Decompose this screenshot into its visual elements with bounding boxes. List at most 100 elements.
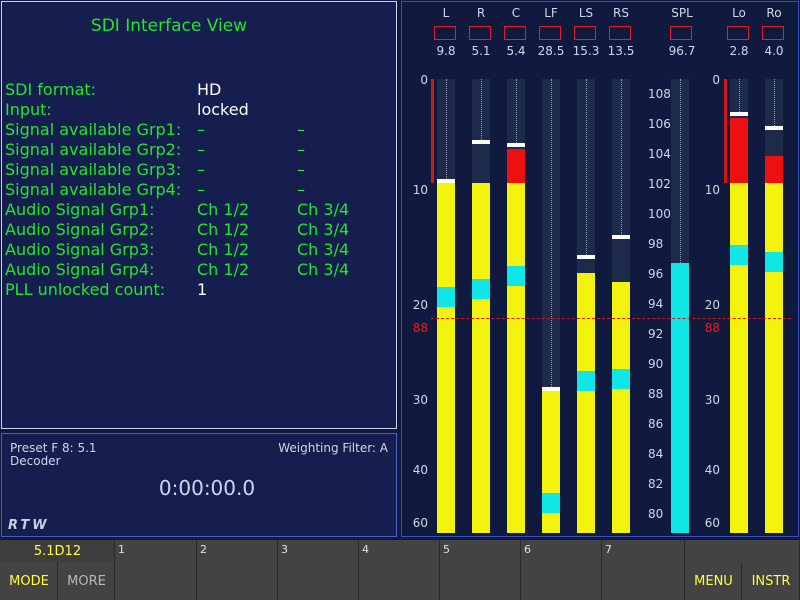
softkey-7-label: 7 [605, 543, 612, 556]
timer-display: 0:00:00.0 [158, 476, 256, 500]
instr-button[interactable]: INSTR [742, 562, 800, 600]
peak-hold-marker [765, 126, 783, 130]
softkey-5[interactable]: 5 [440, 540, 521, 600]
meter-tick-dots [774, 79, 775, 126]
spl-scale-label: 82 [648, 477, 664, 491]
meter-bar-segment [437, 183, 455, 287]
softkey-5-label: 5 [443, 543, 450, 556]
sdi-row-value-2: Ch 3/4 [297, 240, 350, 259]
more-button[interactable]: MORE [58, 562, 115, 600]
spl-scale-label: 106 [648, 117, 671, 131]
menu-button[interactable]: MENU [685, 562, 742, 600]
sdi-row-label: PLL unlocked count: [5, 280, 166, 299]
meter-tick-dots [551, 79, 552, 387]
meter-bar-segment [577, 371, 595, 391]
peak-hold-marker [507, 143, 525, 147]
peak-hold-marker [612, 235, 630, 239]
meter-bar-segment [730, 118, 748, 183]
sdi-row-value-1: – [197, 160, 205, 179]
preset-panel: Preset F 8: 5.1 Decoder Weighting Filter… [1, 433, 397, 537]
peak-value-ls: 15.3 [572, 44, 600, 58]
channel-name-lf: LF [544, 6, 558, 20]
sdi-interface-panel: SDI Interface View SDI format: HD Input: lo… [1, 1, 397, 429]
spl-peak-value: 96.7 [668, 44, 696, 58]
sdi-row-label: Signal available Grp3: [5, 160, 182, 179]
rtw-logo: RTW [8, 518, 50, 533]
softkey-4-label: 4 [362, 543, 369, 556]
sdi-row-value-2: – [297, 160, 305, 179]
channel-name-ls: LS [578, 6, 594, 20]
meter-bar-segment [612, 369, 630, 389]
softkey-6[interactable]: 6 [521, 540, 602, 600]
sdi-row-value-2: – [297, 140, 305, 159]
sdi-row-value-1: – [197, 180, 205, 199]
sdi-row-value-1: Ch 1/2 [197, 220, 250, 239]
sdi-row-value-2: – [297, 180, 305, 199]
softkey-top-right[interactable] [685, 540, 800, 562]
db-scale-label: 60 [412, 516, 428, 530]
softkey-preset-slot[interactable]: 5.1D12 [0, 540, 115, 562]
softkey-3-label: 3 [281, 543, 288, 556]
spl-overload-indicator [670, 26, 692, 40]
softkey-7[interactable]: 7 [602, 540, 685, 600]
overload-indicator [727, 26, 749, 40]
meter-tick-dots [739, 79, 740, 112]
softkey-3[interactable]: 3 [278, 540, 359, 600]
softkey-bar: 5.1D12 1 2 3 4 5 6 7 MODE MORE MENU INST… [0, 540, 800, 600]
channel-name-l: L [442, 6, 450, 20]
meter-tick-dots [446, 79, 447, 179]
db-scale-label-downmix: 60 [704, 516, 720, 530]
peak-hold-marker [542, 387, 560, 391]
channel-name-r: R [476, 6, 486, 20]
spl-scale-label: 108 [648, 87, 671, 101]
overload-indicator [574, 26, 596, 40]
sdi-row-label: Signal available Grp2: [5, 140, 182, 159]
meter-bar-segment [472, 299, 490, 533]
spl-scale-label: 102 [648, 177, 671, 191]
spl-scale-label: 104 [648, 147, 671, 161]
db-scale-label: 20 [412, 298, 428, 312]
sdi-row-value-1: HD [197, 80, 222, 99]
reference-line [431, 318, 791, 319]
softkey-2-label: 2 [200, 543, 207, 556]
mode-button-label: MODE [9, 574, 49, 589]
sdi-row-value-1: 1 [197, 280, 208, 299]
db-scale-label-downmix: 30 [704, 393, 720, 407]
softkey-1[interactable]: 1 [115, 540, 197, 600]
meter-bar-segment [765, 252, 783, 272]
sdi-row-value-2: Ch 3/4 [297, 200, 350, 219]
meter-bar-segment [730, 183, 748, 245]
softkey-preset-label: 5.1D12 [33, 544, 82, 559]
meter-bar-segment [730, 245, 748, 265]
sdi-row-label: Audio Signal Grp1: [5, 200, 155, 219]
peak-hold-marker [437, 179, 455, 183]
db-scale-label-downmix: 40 [704, 463, 720, 477]
peak-value-lf: 28.5 [537, 44, 565, 58]
peak-hold-marker [730, 112, 748, 116]
sdi-row-value-1: Ch 1/2 [197, 260, 250, 279]
weighting-filter: Weighting Filter: A [278, 441, 388, 455]
sdi-row-label: Audio Signal Grp4: [5, 260, 155, 279]
channel-name-c: C [511, 6, 521, 20]
sdi-row-value-1: Ch 1/2 [197, 200, 250, 219]
softkey-1-label: 1 [118, 543, 125, 556]
softkey-4[interactable]: 4 [359, 540, 440, 600]
db-scale-red-label: 88 [412, 321, 428, 335]
meter-tick-dots [621, 79, 622, 235]
overload-indicator [469, 26, 491, 40]
softkey-2[interactable]: 2 [197, 540, 278, 600]
meter-bar-segment [507, 183, 525, 266]
peak-value-r: 5.1 [471, 44, 491, 58]
overload-indicator [609, 26, 631, 40]
spl-scale-label: 84 [648, 447, 664, 461]
spl-scale-label: 86 [648, 417, 664, 431]
db-scale-label: 30 [412, 393, 428, 407]
downmix-peak-value-ro: 4.0 [764, 44, 784, 58]
peak-value-l: 9.8 [436, 44, 456, 58]
preset-mode: Decoder [10, 454, 61, 468]
mode-button[interactable]: MODE [0, 562, 58, 600]
sdi-row-value-1: – [197, 120, 205, 139]
overload-indicator [762, 26, 784, 40]
db-scale-label-downmix: 20 [704, 298, 720, 312]
menu-button-label: MENU [694, 574, 733, 589]
